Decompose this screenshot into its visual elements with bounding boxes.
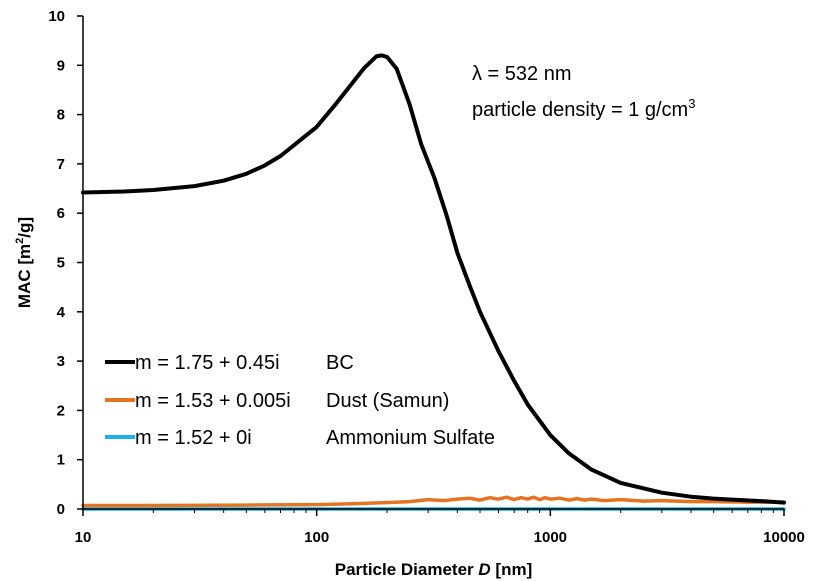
series-line-2 (81, 495, 786, 508)
y-tick-label: 8 (57, 107, 65, 124)
y-tick-label: 7 (57, 156, 65, 173)
y-tick-label: 1 (57, 452, 65, 469)
y-tick-label: 3 (57, 353, 65, 370)
y-axis-title-sup: 2 (14, 238, 26, 244)
y-tick-label: 5 (57, 255, 65, 272)
legend-label-2: Dust (Samun) (326, 390, 449, 412)
annotation-density-text: particle density = 1 g/cm (472, 99, 688, 121)
x-tick-label: 100 (304, 529, 329, 546)
y-tick-label: 6 (57, 205, 65, 222)
y-axis-title-prefix: MAC [m (15, 244, 34, 308)
y-tick-label: 0 (57, 501, 65, 518)
legend-label-1: BC (326, 352, 354, 374)
x-tick-label: 1000 (534, 529, 567, 546)
x-tick-label: 10000 (763, 529, 805, 546)
y-tick-label: 2 (57, 402, 65, 419)
legend-name-1: m = 1.75 + 0.45i (135, 352, 280, 374)
x-tick-label: 10 (75, 529, 92, 546)
y-tick-label: 4 (57, 304, 66, 321)
ticks-layer: 0 1 2 3 4 5 6 7 8 9 10 10 100 1000 10000 (48, 8, 805, 546)
annotation-density-sup: 3 (688, 96, 695, 111)
x-axis-title-text: Particle Diameter (335, 560, 474, 579)
legend-name-3: m = 1.52 + 0i (135, 427, 252, 449)
legend-label-3: Ammonium Sulfate (326, 427, 495, 449)
annotation-wavelength: λ = 532 nm (472, 63, 572, 85)
y-axis-title-suffix: /g] (15, 217, 34, 238)
y-tick-label: 9 (57, 57, 65, 74)
x-axis-title: Particle Diameter D [nm] (335, 560, 532, 579)
series-line-1 (81, 53, 786, 505)
x-axis-title-unit: [nm] (495, 560, 532, 579)
legend-name-2: m = 1.53 + 0.005i (135, 390, 291, 412)
annotation-density: particle density = 1 g/cm3 (472, 96, 695, 121)
y-axis-title: MAC [m2/g] (14, 217, 34, 308)
legend: m = 1.75 + 0.45i BC m = 1.53 + 0.005i Dust … (105, 352, 495, 449)
y-tick-label: 10 (48, 8, 65, 25)
x-axis-title-var: D (478, 560, 490, 579)
